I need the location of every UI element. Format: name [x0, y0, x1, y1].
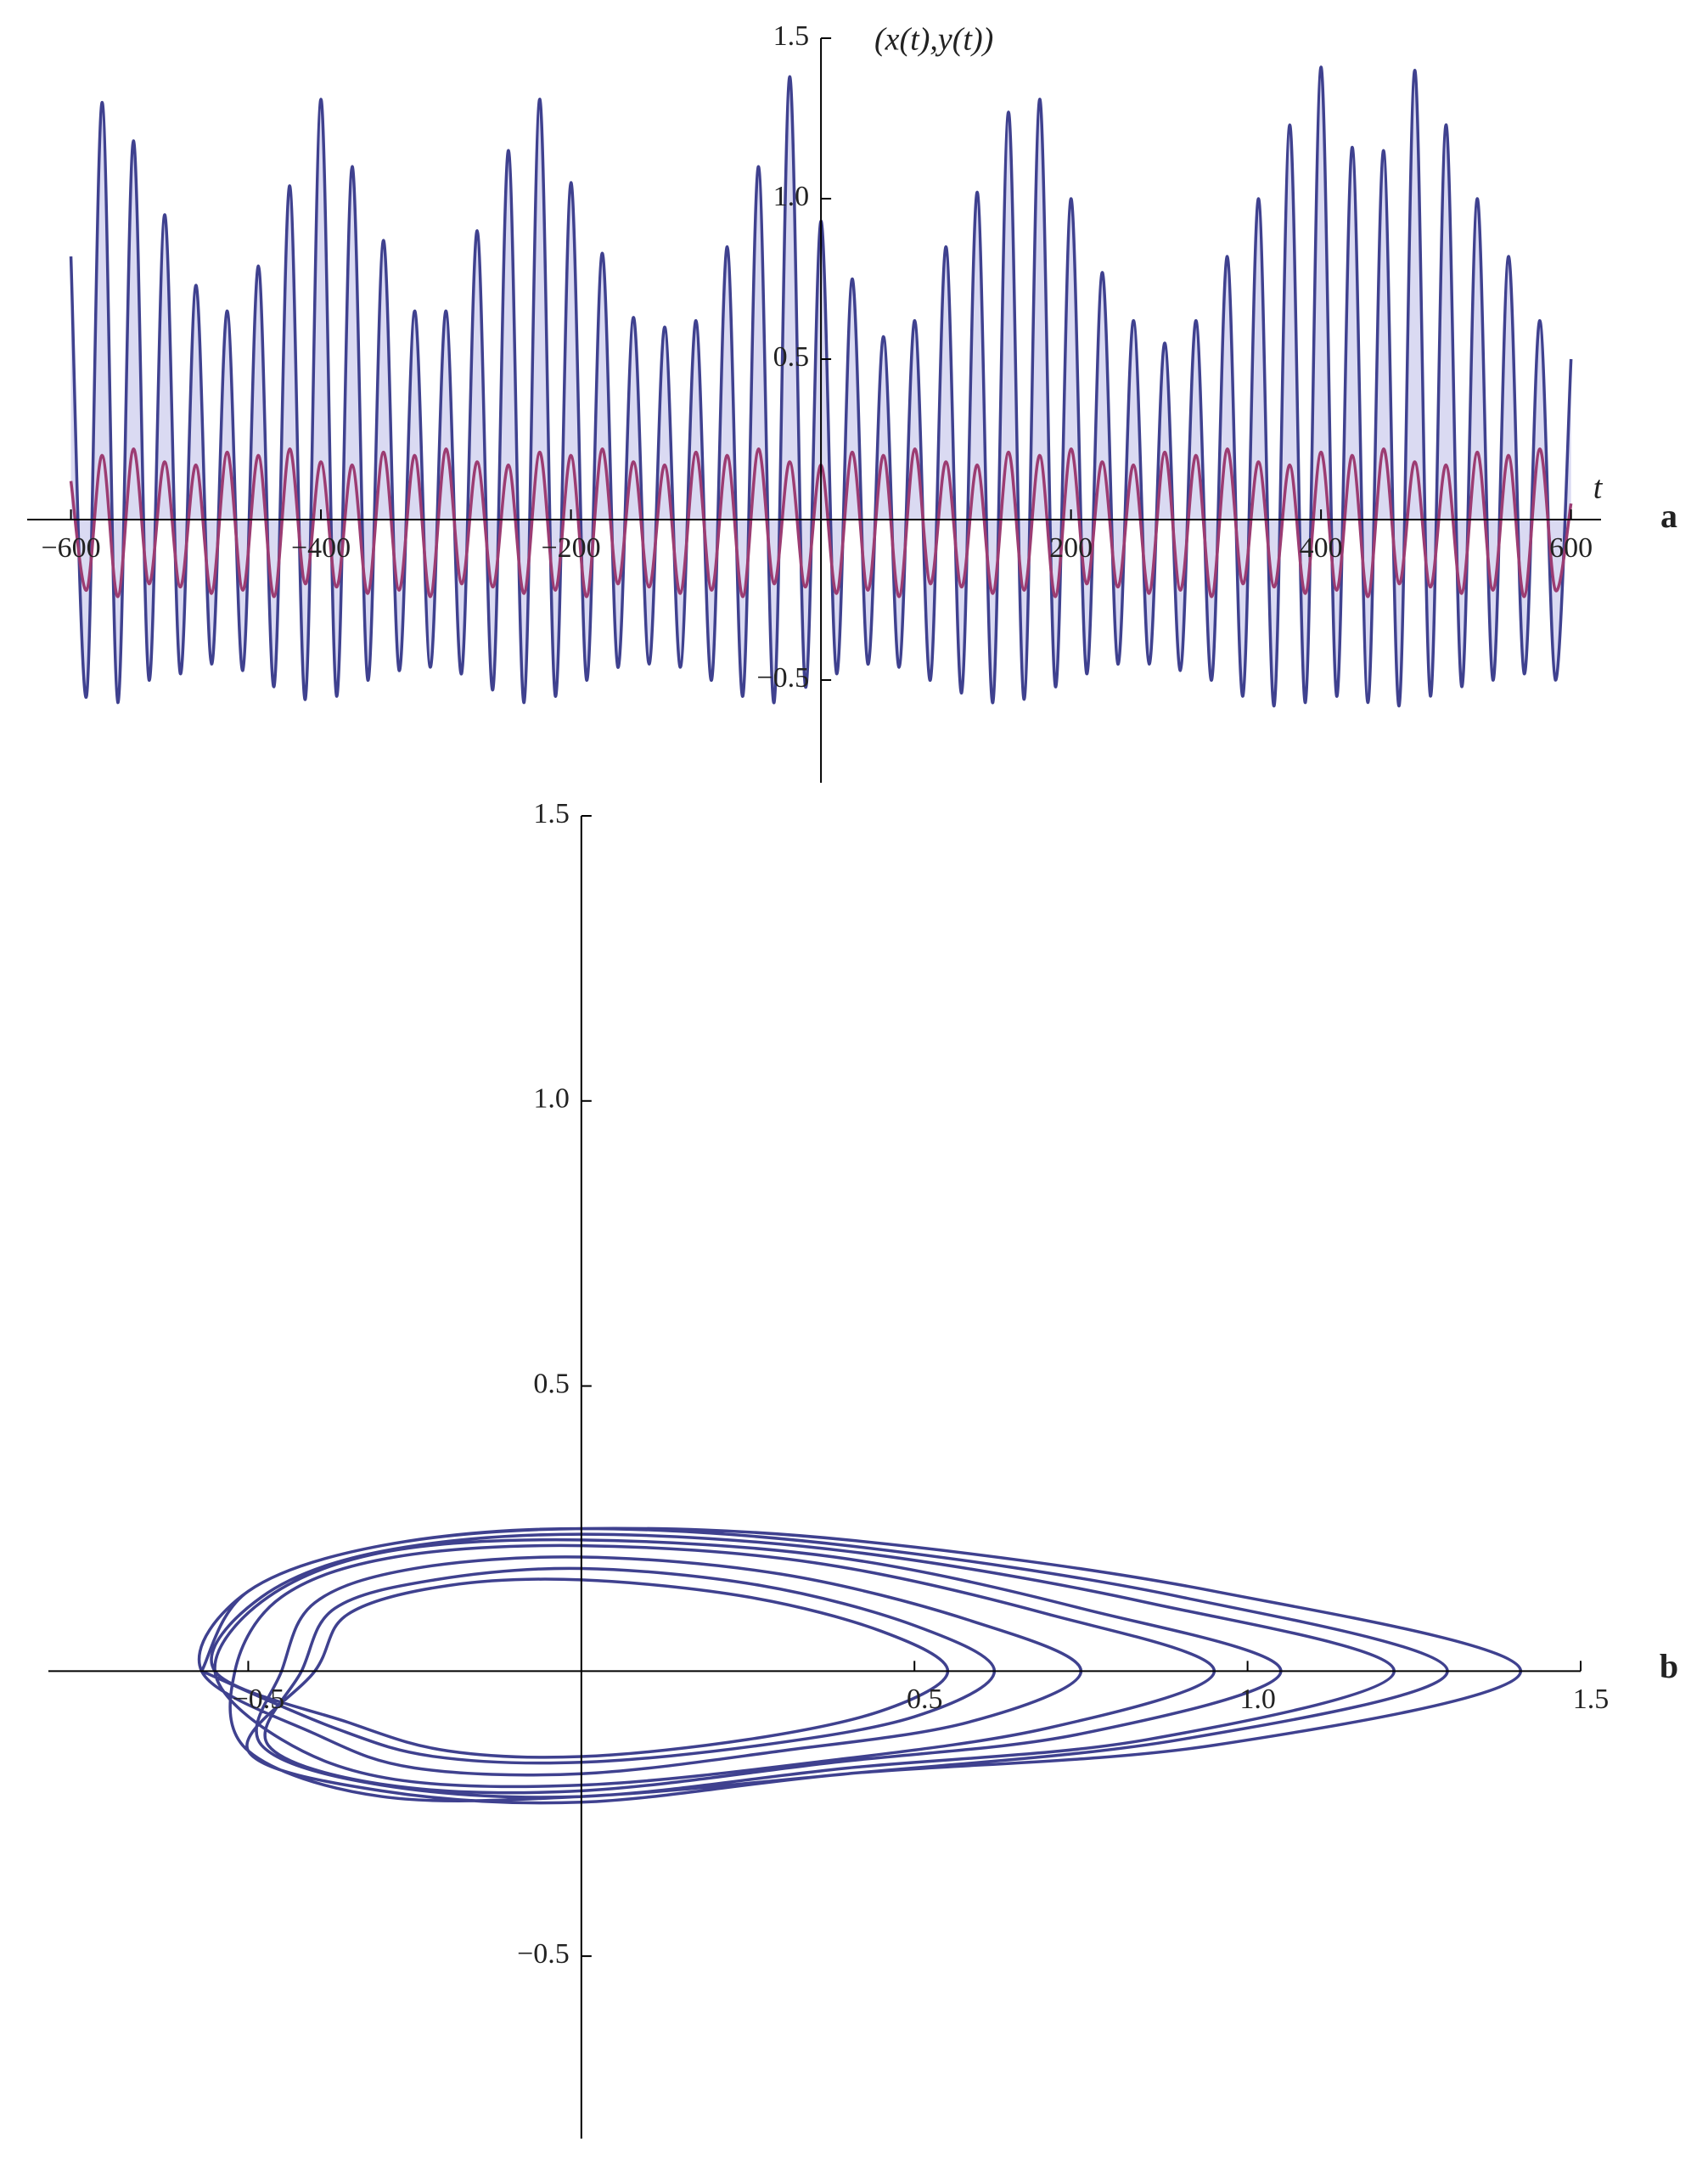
y-tick-label: 0.5: [533, 1368, 570, 1399]
x-tick-label: −400: [291, 532, 351, 564]
x-tick-label: 0.5: [907, 1684, 943, 1715]
x-tick-label: −200: [541, 532, 600, 564]
y-tick-label: 1.5: [773, 20, 810, 52]
x-axis-label: t: [1593, 470, 1604, 506]
x-tick-label: 400: [1300, 532, 1343, 564]
panel-label: a: [1660, 497, 1677, 535]
panel-label: b: [1660, 1647, 1678, 1685]
x-tick-label: 200: [1049, 532, 1093, 564]
series-line: [197, 1526, 1523, 1805]
y-axis-label: (x(t),y(t)): [874, 22, 993, 58]
y-tick-label: 0.5: [773, 341, 810, 373]
y-tick-label: 1.0: [533, 1083, 570, 1115]
x-tick-label: −0.5: [233, 1684, 285, 1715]
y-tick-label: −0.5: [756, 662, 809, 694]
x-tick-label: 600: [1549, 532, 1593, 564]
x-tick-label: −600: [41, 532, 100, 564]
x-tick-label: 1.0: [1239, 1684, 1276, 1715]
y-tick-label: 1.0: [773, 181, 810, 212]
y-tick-label: −0.5: [517, 1938, 570, 1970]
y-tick-label: 1.5: [533, 798, 570, 829]
x-tick-label: 1.5: [1573, 1684, 1610, 1715]
